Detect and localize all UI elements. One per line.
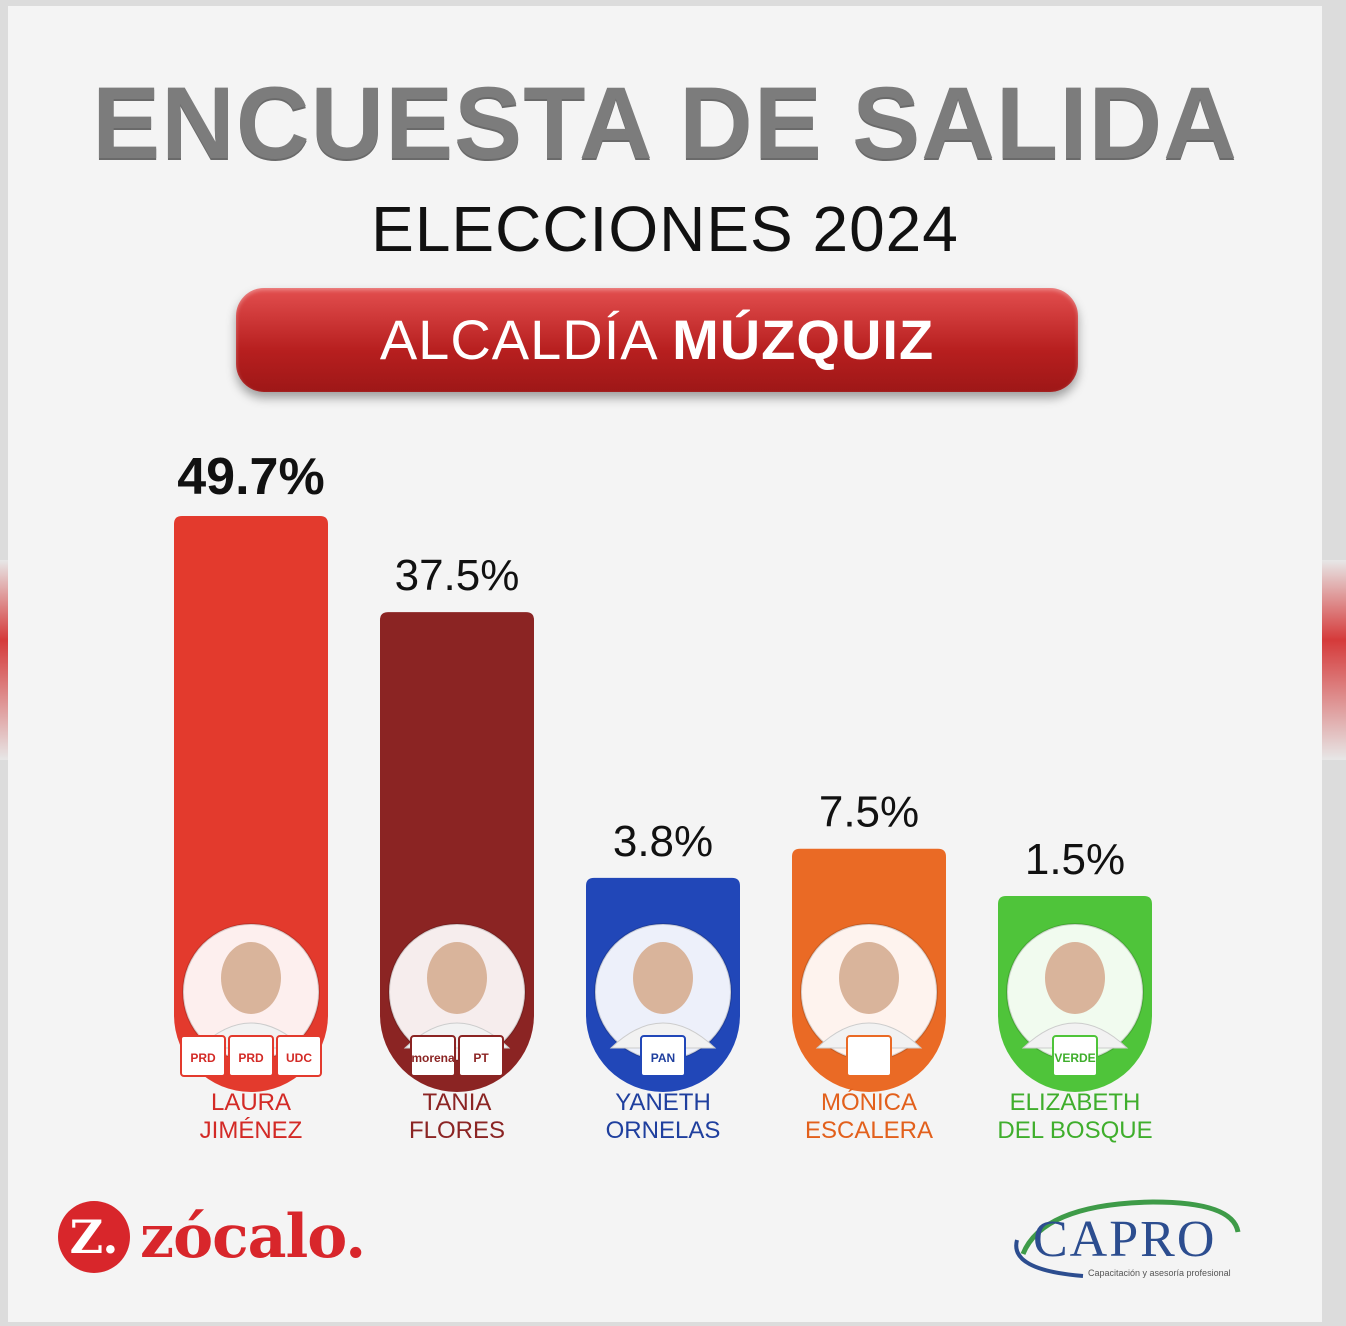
candidate-face-2 xyxy=(633,942,693,1014)
candidate-last-name-4: DEL BOSQUE xyxy=(997,1117,1152,1144)
party-badge-label-0-1: PRD xyxy=(238,1051,264,1065)
party-badge-0-0 xyxy=(180,1035,226,1077)
municipality-banner: ALCALDÍA MÚZQUIZ xyxy=(236,288,1078,392)
party-badge-3-0 xyxy=(846,1035,892,1077)
value-label-2: 3.8% xyxy=(613,817,713,866)
candidate-face-1 xyxy=(427,942,487,1014)
capro-wordmark: CAPRO xyxy=(1033,1211,1217,1268)
capro-swoosh-icon xyxy=(1014,1199,1241,1278)
candidate-face-3 xyxy=(839,942,899,1014)
candidate-last-name-2: ORNELAS xyxy=(606,1117,721,1144)
candidate-face-0 xyxy=(221,942,281,1014)
banner-bold-text: MÚZQUIZ xyxy=(672,308,935,371)
party-badge-label-4-0: VERDE xyxy=(1054,1051,1095,1065)
side-stripe-right xyxy=(1322,560,1346,760)
candidate-last-name-0: JIMÉNEZ xyxy=(200,1117,303,1144)
candidate-first-name-4: ELIZABETH xyxy=(1010,1089,1141,1116)
value-label-1: 37.5% xyxy=(395,551,520,600)
party-badge-label-0-0: PRD xyxy=(190,1051,216,1065)
poll-card: ENCUESTA DE SALIDA ELECCIONES 2024 ALCAL… xyxy=(8,6,1322,1322)
side-stripe-left xyxy=(0,560,10,760)
candidate-last-name-1: FLORES xyxy=(409,1117,505,1144)
party-badge-0-1 xyxy=(228,1035,274,1077)
party-badge-label-1-0: morena xyxy=(411,1051,455,1065)
capro-tagline: Capacitación y asesoría profesional xyxy=(1088,1268,1231,1278)
candidate-first-name-0: LAURA xyxy=(211,1089,291,1116)
party-badge-label-1-1: PT xyxy=(473,1051,489,1065)
party-badge-label-0-2: UDC xyxy=(286,1051,312,1065)
poll-title: ENCUESTA DE SALIDA xyxy=(92,66,1238,180)
capro-logo: CAPRO Capacitación y asesoría profesiona… xyxy=(1003,1196,1273,1286)
candidate-last-name-3: ESCALERA xyxy=(805,1117,933,1144)
candidate-first-name-3: MÓNICA xyxy=(821,1089,917,1116)
party-badge-label-2-0: PAN xyxy=(651,1051,675,1065)
party-badge-2-0 xyxy=(640,1035,686,1077)
value-label-0: 49.7% xyxy=(177,448,324,506)
banner-regular-text: ALCALDÍA xyxy=(379,308,656,371)
candidate-first-name-2: YANETH xyxy=(615,1089,711,1116)
party-badge-1-1 xyxy=(458,1035,504,1077)
zocalo-mark-icon: Z. xyxy=(58,1201,130,1273)
candidate-first-name-1: TANIA xyxy=(423,1089,492,1116)
poll-subtitle: ELECCIONES 2024 xyxy=(371,193,959,265)
party-badge-0-2 xyxy=(276,1035,322,1077)
party-badge-4-0 xyxy=(1052,1035,1098,1077)
party-badge-1-0 xyxy=(410,1035,456,1077)
value-label-3: 7.5% xyxy=(819,788,919,837)
zocalo-logo: Z. zócalo. xyxy=(58,1199,366,1275)
zocalo-wordmark: zócalo. xyxy=(140,1202,366,1272)
candidate-face-4 xyxy=(1045,942,1105,1014)
value-label-4: 1.5% xyxy=(1025,835,1125,884)
